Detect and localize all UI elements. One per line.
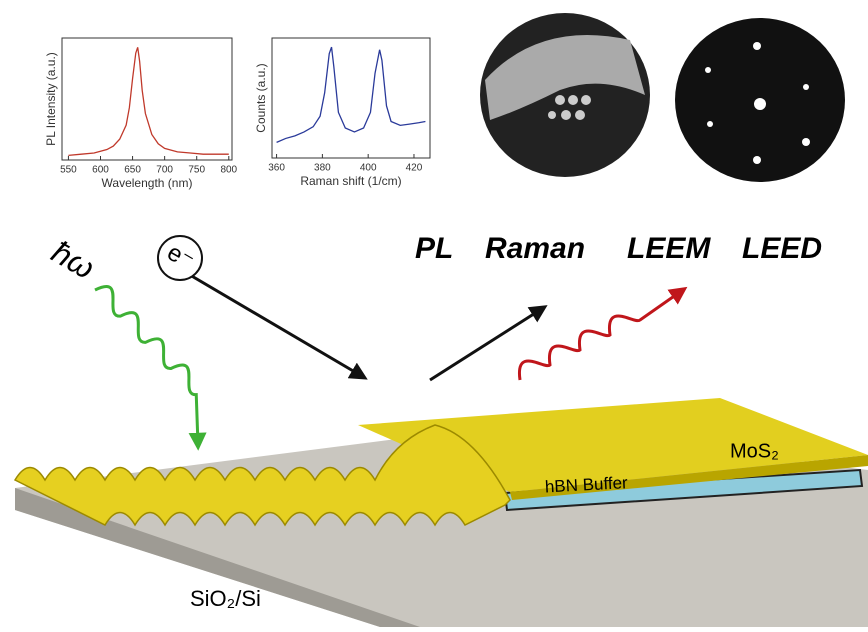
mos2-label: MoS₂ [730,440,779,462]
x-tick-label: 700 [156,165,173,176]
x-tick-label: 360 [268,163,285,174]
spectrum-line [68,47,228,155]
leem-label: LEEM [627,232,711,265]
spectrum-line [277,47,426,142]
electron-arrow [190,275,360,375]
x-tick-label: 600 [92,165,109,176]
y-axis-label: Counts (a.u.) [254,63,268,132]
figure: e⁻ ħω PL Raman LEEM LEED MoS₂ hBN Buffer… [0,0,868,627]
x-tick-label: 800 [220,165,237,176]
x-tick-label: 420 [406,163,423,174]
emitted-wave [519,292,680,380]
pl-label: PL [415,232,453,265]
x-axis-label: Wavelength (nm) [102,176,193,190]
photon-label: ħω [46,234,101,287]
x-tick-label: 400 [360,163,377,174]
raman-label: Raman [485,232,585,265]
x-tick-label: 550 [60,165,77,176]
substrate-label: SiO₂/Si [190,586,261,611]
mos2-wavy [15,425,510,525]
y-axis-label: PL Intensity (a.u.) [44,52,58,146]
x-tick-label: 380 [314,163,331,174]
photon-wave [55,282,243,442]
x-tick-label: 650 [124,165,141,176]
plot-frame [272,38,430,158]
plot-frame [62,38,232,160]
x-axis-label: Raman shift (1/cm) [300,174,401,188]
outgoing-arrow [430,310,540,380]
leed-label: LEED [742,232,822,265]
x-tick-label: 750 [188,165,205,176]
